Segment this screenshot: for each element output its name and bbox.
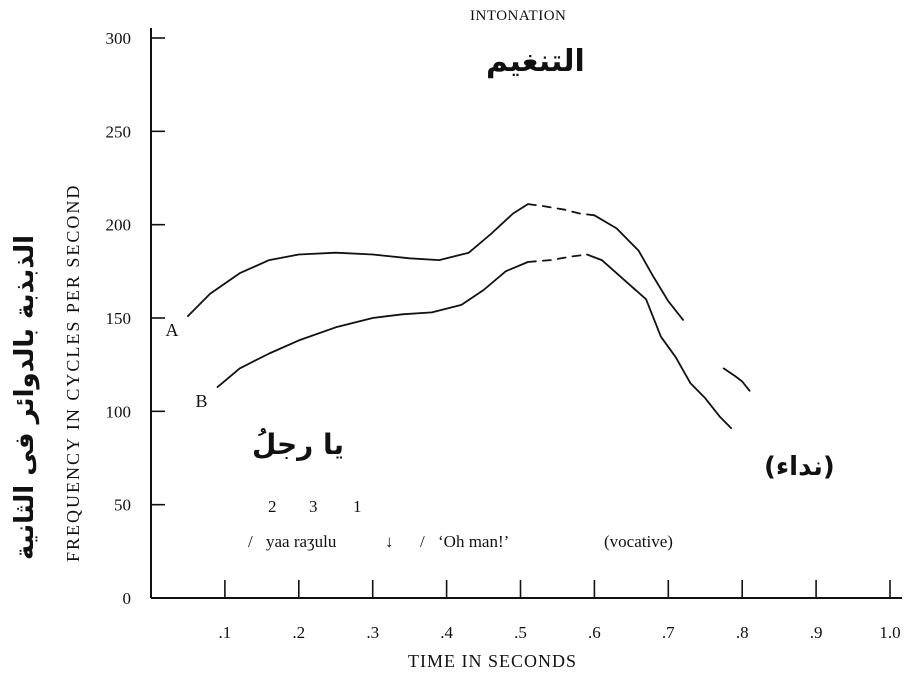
- x-tick-label: .6: [588, 623, 601, 642]
- x-tick-label: .3: [366, 623, 379, 642]
- series-A-line: [722, 367, 751, 392]
- chart-title-arabic: التنغيم: [486, 44, 585, 79]
- stress-number-1: 2: [268, 497, 277, 516]
- x-tick-label: 1.0: [879, 623, 900, 642]
- series-A-line: [527, 203, 596, 217]
- falling-arrow-icon: ↓: [385, 532, 394, 551]
- series-A-line: [593, 214, 684, 321]
- series: AB: [165, 203, 751, 429]
- x-tick-label: .4: [440, 623, 453, 642]
- utterance-arabic: يا رجلُ: [252, 428, 345, 461]
- y-tick-label: 0: [123, 589, 132, 608]
- vocative-english-label: (vocative): [604, 532, 673, 551]
- ticks: 0 50 100 150 200 250 300 .1 .2 .3 .4 .5 .6 .7 .8 .9 1.0: [106, 29, 901, 642]
- slash-mid: /: [420, 532, 425, 551]
- y-tick-label: 150: [106, 309, 132, 328]
- series-B-label: B: [196, 391, 208, 411]
- translation: ‘Oh man!’: [438, 532, 510, 551]
- y-tick-label: 100: [106, 402, 132, 421]
- series-A: A: [165, 203, 751, 392]
- x-tick-label: .7: [662, 623, 675, 642]
- slash-left: /: [248, 532, 253, 551]
- series-B-line: [216, 261, 529, 388]
- x-tick-label: .8: [736, 623, 749, 642]
- chart-title: INTONATION: [470, 8, 567, 24]
- series-B: B: [196, 253, 732, 429]
- series-B-line: [527, 253, 588, 263]
- y-axis-label: FREQUENCY IN CYCLES PER SECOND: [63, 183, 83, 562]
- x-tick-label: .9: [810, 623, 823, 642]
- series-A-line: [187, 203, 529, 317]
- x-tick-label: .2: [292, 623, 305, 642]
- y-tick-label: 200: [106, 216, 132, 235]
- transliteration: yaa raʒulu: [266, 532, 337, 551]
- series-B-line: [586, 253, 732, 429]
- vocative-arabic-label: (نداء): [764, 452, 835, 482]
- y-axis-label-arabic: الذبذبة بالدوائر فى الثانية: [10, 235, 40, 560]
- axes: [150, 28, 902, 599]
- y-tick-label: 250: [106, 122, 132, 141]
- y-tick-label: 300: [106, 29, 132, 48]
- x-tick-label: .1: [219, 623, 232, 642]
- stress-number-2: 3: [309, 497, 318, 516]
- stress-number-3: 1: [353, 497, 362, 516]
- series-A-label: A: [165, 320, 178, 340]
- y-tick-label: 50: [114, 496, 131, 515]
- x-axis-label: TIME IN SECONDS: [408, 651, 578, 671]
- x-tick-label: .5: [514, 623, 527, 642]
